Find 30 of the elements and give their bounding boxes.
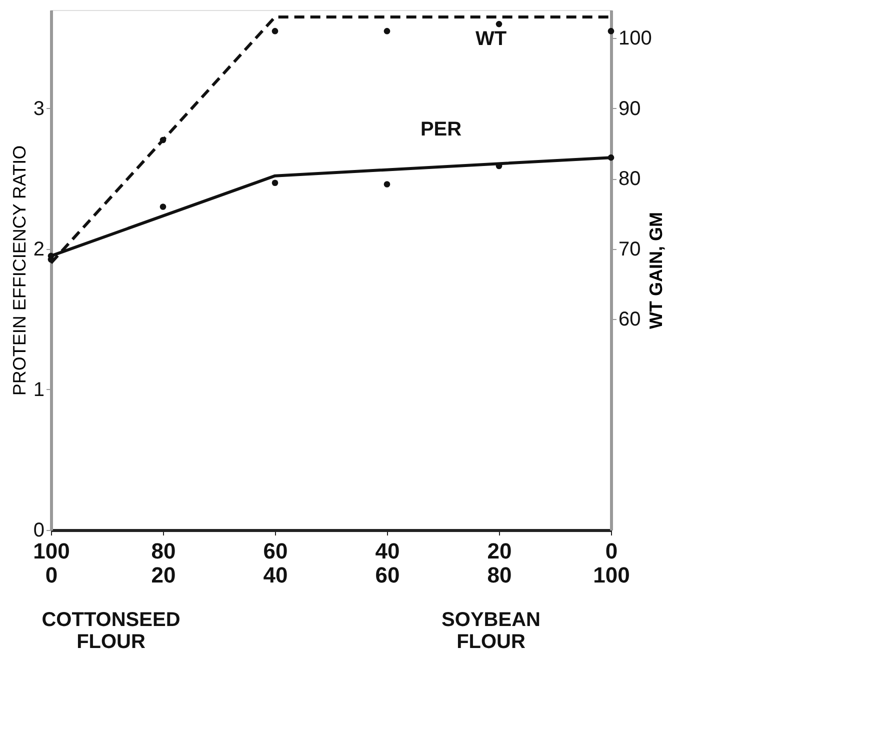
point xyxy=(496,20,502,28)
series-label: PER xyxy=(420,118,462,141)
y-tick-label: 3 xyxy=(33,98,44,120)
y-axis-title: PROTEIN EFFICIENCY RATIO xyxy=(9,145,30,396)
point xyxy=(384,181,390,188)
y2-tick-label: 80 xyxy=(618,168,641,190)
y2-axis-title: WT GAIN, GM xyxy=(646,212,666,329)
series-label: WT xyxy=(475,28,507,50)
point xyxy=(160,136,166,144)
y2-tick-label: 70 xyxy=(618,238,641,260)
y-tick-label: 0 xyxy=(33,520,44,542)
y2-tick-label: 100 xyxy=(618,28,652,50)
text: SOYBEAN FLOUR xyxy=(442,609,540,653)
x-tick-label: 100 0 xyxy=(33,538,70,588)
point xyxy=(272,180,278,186)
y2-tick-label: 60 xyxy=(618,308,641,331)
point xyxy=(160,204,166,210)
x-tick-label: 20 80 xyxy=(487,538,512,588)
y2-tick-label: 90 xyxy=(618,98,641,120)
x-tick-label: 0 100 xyxy=(593,538,630,588)
point xyxy=(608,154,614,161)
x-tick-label: 40 60 xyxy=(375,538,400,588)
x-tick-label: 60 40 xyxy=(263,538,288,588)
point xyxy=(384,28,390,34)
y-tick-label: 1 xyxy=(33,378,44,401)
point xyxy=(272,28,278,34)
point xyxy=(608,28,614,34)
y-tick-label: 2 xyxy=(33,238,44,260)
x-tick-label: 80 20 xyxy=(151,538,176,588)
text: COTTONSEED FLOUR xyxy=(42,609,180,653)
